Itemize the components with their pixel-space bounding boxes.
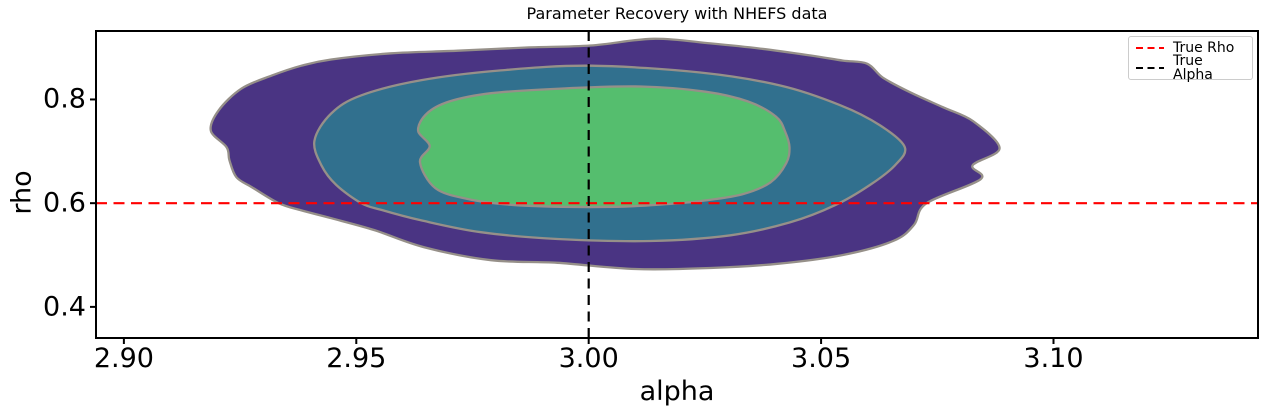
legend-label-true-alpha: True Alpha [1173,53,1213,83]
x-tick-label: 3.00 [558,343,619,374]
legend-label-true-rho: True Rho [1173,40,1235,56]
chart-title: Parameter Recovery with NHEFS data [526,4,828,23]
y-tick-label: 0.6 [43,187,86,219]
x-tick-label: 2.90 [93,343,154,374]
contour-inner [416,85,791,209]
y-tick-label: 0.8 [43,83,86,115]
red-dashed-line-icon [1136,47,1164,49]
x-tick-label: 2.95 [326,343,387,374]
legend-item-true-alpha: True Alpha [1135,54,1246,82]
legend: True Rho True Alpha [1128,36,1253,82]
x-tick-label: 3.10 [1023,343,1084,374]
legend-item-true-rho: True Rho [1135,40,1246,57]
axes-spines [95,30,1259,339]
x-axis-label: alpha [639,376,715,407]
y-tick-label: 0.4 [43,291,86,323]
black-dashed-line-icon [1136,67,1164,69]
x-tick-label: 3.05 [791,343,852,374]
